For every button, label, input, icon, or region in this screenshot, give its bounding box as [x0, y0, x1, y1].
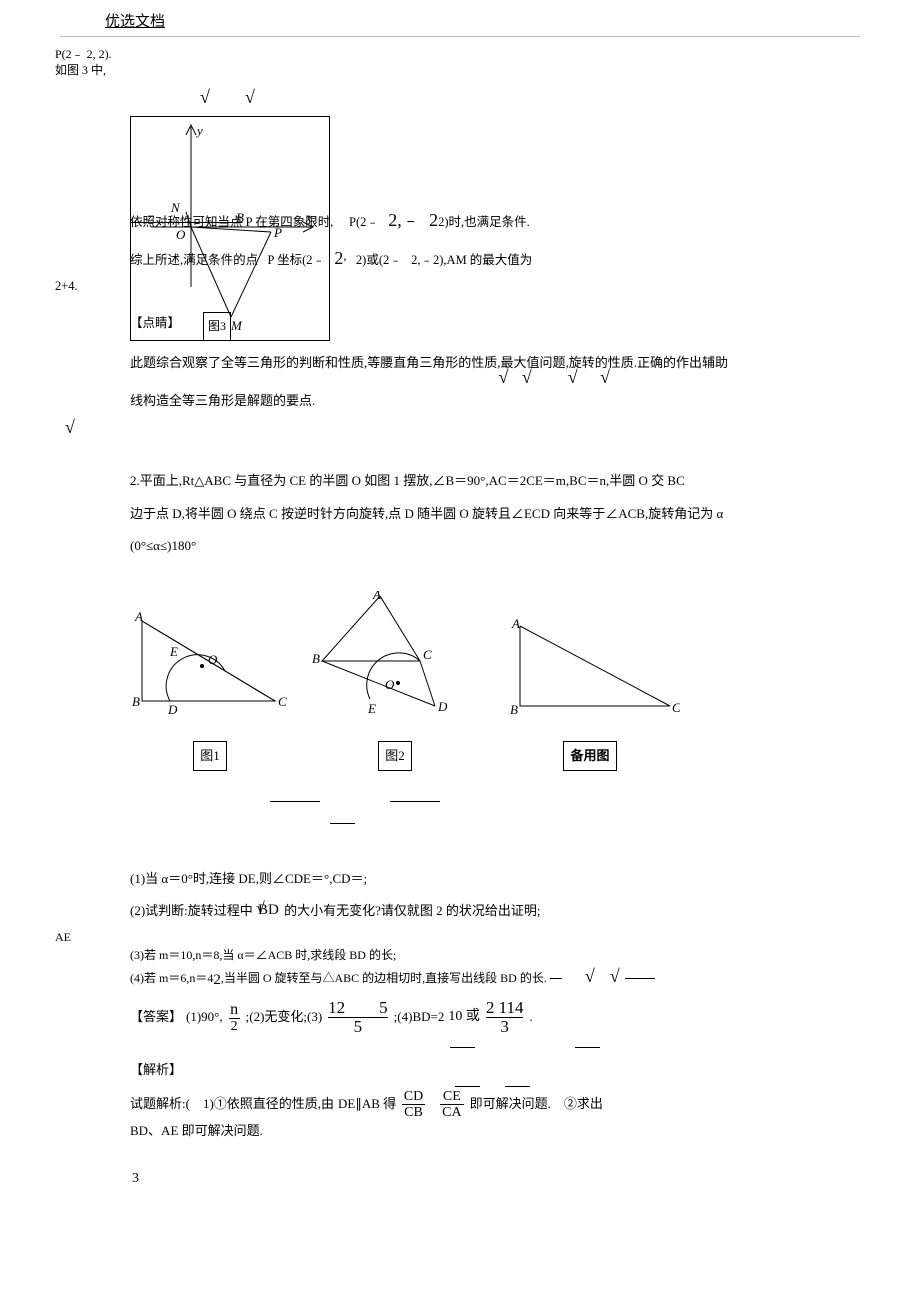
- point-M: M: [230, 318, 243, 333]
- svg-text:C: C: [423, 647, 432, 662]
- questions: (1)当 α＝0°时,连接 DE,则∠CDE＝°,CD＝; (2)试判断:旋转过…: [130, 865, 790, 926]
- solution-line1: 试题解析:( 1)①依照直径的性质,由 DE∥AB 得 CD CB CE CA …: [130, 1089, 790, 1121]
- svg-text:D: D: [167, 702, 178, 717]
- problem-2: 2.平面上,Rt△ABC 与直径为 CE 的半圆 O 如图 1 摆放,∠B＝90…: [130, 467, 790, 561]
- top-lines: P(2﹣ 2, 2). 如图 3 中,: [55, 47, 790, 78]
- doc-header: 优选文档: [60, 10, 860, 37]
- q2: (2)试判断:旋转过程中 √ BD 的大小有无变化?请仅就图 2 的状况给出证明…: [130, 897, 790, 926]
- svg-text:C: C: [278, 694, 287, 709]
- answer-line: 【答案】 (1)90°, n 2 ;(2)无变化;(3) 12 5 5 ;(4)…: [130, 999, 790, 1037]
- solution-line2: BD、AE 即可解决问题.: [130, 1117, 790, 1146]
- svg-text:O: O: [385, 677, 395, 692]
- svg-text:O: O: [208, 652, 218, 667]
- q1: (1)当 α＝0°时,连接 DE,则∠CDE＝°,CD＝;: [130, 865, 790, 894]
- geometry-figures: A B C D E O 图1 A B C: [130, 591, 790, 771]
- sqrt-icon: √: [65, 417, 75, 437]
- svg-text:C: C: [672, 700, 680, 715]
- overlay-line-1: 依照对称性可知当点 P 在第四象限时, P(2﹣ 2,﹣ 22)时,也满足条件.: [130, 206, 530, 235]
- svg-text:B: B: [132, 694, 140, 709]
- geo-fig-2: A B C D E O 图2: [310, 591, 480, 771]
- svg-text:A: A: [134, 609, 143, 624]
- svg-text:E: E: [367, 701, 376, 716]
- svg-text:B: B: [510, 702, 518, 717]
- svg-text:B: B: [312, 651, 320, 666]
- overlay-line-3: 2+4.: [55, 276, 78, 296]
- sqrt-row-1: √ √: [130, 78, 790, 108]
- top-line2: 如图 3 中,: [55, 63, 790, 79]
- q2-frac-den-and-q34: AE (3)若 m＝10,n＝8,当 α＝∠ACB 时,求线段 BD 的长; (…: [55, 930, 790, 989]
- dianshi-label: 【点睛】: [130, 313, 180, 333]
- geo-fig-3: A B C 备用图: [500, 616, 680, 771]
- geo-fig-1: A B C D E O 图1: [130, 606, 290, 771]
- overlay-line-2: 综上所述,满足条件的点 P 坐标(2﹣ 2, 2)或(2﹣ 2,﹣2),AM 的…: [130, 244, 532, 273]
- fig3-caption: 图3: [203, 312, 231, 340]
- axis-y-label: y: [195, 123, 203, 138]
- svg-text:A: A: [372, 591, 381, 602]
- svg-text:D: D: [437, 699, 448, 714]
- svg-text:A: A: [511, 616, 520, 631]
- svg-text:E: E: [169, 644, 178, 659]
- top-line1: P(2﹣ 2, 2).: [55, 47, 790, 63]
- page-number: 3: [60, 1171, 860, 1187]
